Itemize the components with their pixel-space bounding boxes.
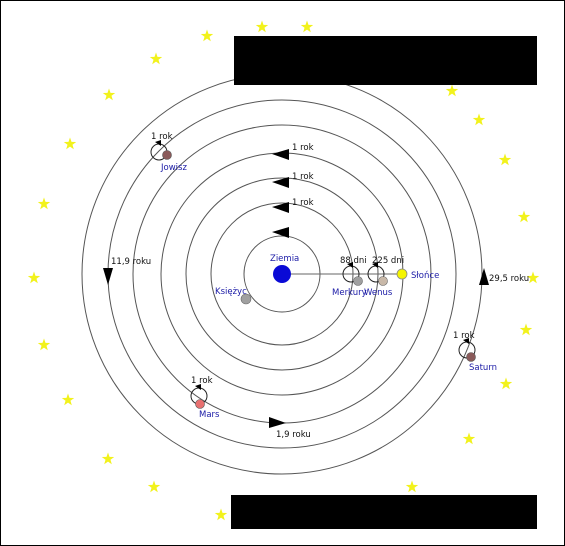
saturn-orbit-label: 29,5 roku	[489, 274, 529, 284]
saturn-epicycle-arrow	[463, 338, 469, 344]
star-icon	[519, 323, 533, 336]
star-icon	[101, 452, 115, 465]
venus-planet	[378, 276, 388, 286]
sun-planet	[396, 268, 408, 280]
star-icon	[300, 20, 314, 33]
mercury-label: Merkury	[332, 288, 367, 298]
mercury-orbit-arrow	[272, 227, 289, 238]
star-icon	[498, 153, 512, 166]
venus-epicycle-arrow	[372, 262, 378, 268]
star-icon	[61, 393, 75, 406]
star-icon	[255, 20, 269, 33]
star-icon	[37, 197, 51, 210]
star-icon	[517, 210, 531, 223]
star-icon	[200, 29, 214, 42]
mars-orbit-arrow	[269, 417, 286, 428]
earth-planet	[273, 265, 291, 283]
mars-label: Mars	[199, 410, 220, 420]
jupiter-planet	[162, 150, 172, 160]
star-icon	[37, 338, 51, 351]
sun-orbit-label: 1 rok	[292, 143, 314, 153]
mars-orbit-label: 1,9 roku	[276, 430, 311, 440]
saturn-planet	[466, 352, 476, 362]
mercury-planet	[353, 276, 363, 286]
jupiter-period-label: 1 rok	[151, 132, 173, 142]
orbit-arrows	[103, 149, 489, 428]
redaction-bar-bottom	[231, 495, 537, 529]
venus-period-label: 225 dni	[372, 256, 404, 266]
saturn-period-label: 1 rok	[453, 331, 475, 341]
jupiter-orbit-label: 11,9 roku	[111, 257, 151, 267]
star-icon	[149, 52, 163, 65]
star-icon	[445, 84, 459, 97]
mercury-period-label: 88 dni	[340, 256, 367, 266]
sun-label: Słońce	[411, 271, 439, 281]
star-icon	[405, 480, 419, 493]
venus-orbit-label: 1 rok	[292, 172, 314, 182]
star-icon	[63, 137, 77, 150]
mars-period-label: 1 rok	[191, 376, 213, 386]
saturn-orbit-arrow	[479, 268, 489, 285]
star-icon	[462, 432, 476, 445]
moon-label: Księżyc	[215, 287, 247, 297]
earth-label: Ziemia	[270, 254, 299, 264]
star-field	[27, 20, 540, 521]
jupiter-epicycle-arrow	[155, 140, 161, 146]
moon-planet	[240, 293, 252, 305]
venus-label: Wenus	[364, 288, 393, 298]
star-icon	[147, 480, 161, 493]
star-icon	[214, 508, 228, 521]
star-icon	[499, 377, 513, 390]
jupiter-left-arrow	[103, 268, 113, 285]
star-icon	[472, 113, 486, 126]
star-icon	[27, 271, 41, 284]
mercury-epicycle-arrow	[347, 262, 353, 268]
jupiter-orbit-arrow	[272, 149, 289, 160]
star-icon	[102, 88, 116, 101]
sun-orbit-arrow	[272, 177, 289, 188]
mars-planet	[195, 399, 205, 409]
mercury-orbit-label: 1 rok	[292, 198, 314, 208]
star-icon	[526, 271, 540, 284]
redaction-bar-top	[234, 36, 537, 85]
venus-orbit-arrow	[272, 202, 289, 213]
mars-epicycle-arrow	[195, 384, 201, 390]
jupiter-label: Jowisz	[160, 163, 187, 173]
saturn-label: Saturn	[469, 363, 497, 373]
